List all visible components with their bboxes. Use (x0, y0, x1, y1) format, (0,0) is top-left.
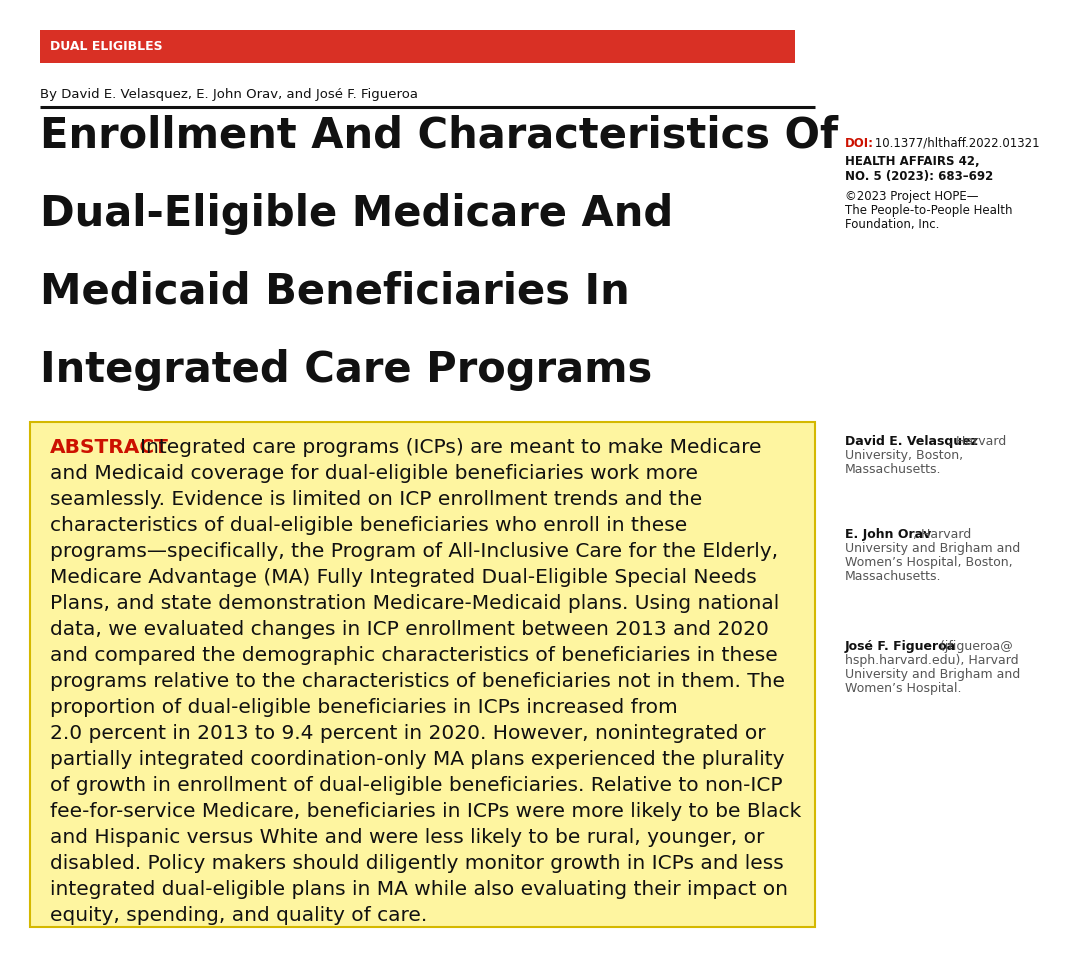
Text: E. John Orav: E. John Orav (845, 528, 932, 541)
Text: DUAL ELIGIBLES: DUAL ELIGIBLES (50, 40, 163, 53)
Text: DOI:: DOI: (845, 137, 874, 150)
Text: University, Boston,: University, Boston, (845, 449, 963, 462)
Text: of growth in enrollment of dual-eligible beneficiaries. Relative to non-ICP: of growth in enrollment of dual-eligible… (50, 776, 783, 795)
Text: , Harvard: , Harvard (948, 435, 1005, 448)
Text: NO. 5 (2023): 683–692: NO. 5 (2023): 683–692 (845, 170, 994, 183)
Text: and compared the demographic characteristics of beneficiaries in these: and compared the demographic characteris… (50, 646, 778, 665)
Text: and Hispanic versus White and were less likely to be rural, younger, or: and Hispanic versus White and were less … (50, 828, 764, 847)
Text: , Harvard: , Harvard (913, 528, 972, 541)
Text: Plans, and state demonstration Medicare-Medicaid plans. Using national: Plans, and state demonstration Medicare-… (50, 594, 779, 613)
Text: programs relative to the characteristics of beneficiaries not in them. The: programs relative to the characteristics… (50, 672, 785, 691)
Text: (jfigueroa@: (jfigueroa@ (936, 640, 1013, 653)
Text: integrated dual-eligible plans in MA while also evaluating their impact on: integrated dual-eligible plans in MA whi… (50, 880, 788, 899)
Text: Integrated Care Programs: Integrated Care Programs (40, 349, 652, 391)
Text: Medicaid Beneficiaries In: Medicaid Beneficiaries In (40, 271, 629, 313)
Text: Medicare Advantage (MA) Fully Integrated Dual-Eligible Special Needs: Medicare Advantage (MA) Fully Integrated… (50, 568, 757, 587)
Text: 2.0 percent in 2013 to 9.4 percent in 2020. However, nonintegrated or: 2.0 percent in 2013 to 9.4 percent in 20… (50, 724, 765, 743)
Text: University and Brigham and: University and Brigham and (845, 668, 1021, 681)
Text: programs—specifically, the Program of All-Inclusive Care for the Elderly,: programs—specifically, the Program of Al… (50, 542, 778, 561)
Text: University and Brigham and: University and Brigham and (845, 542, 1021, 555)
Text: HEALTH AFFAIRS 42,: HEALTH AFFAIRS 42, (845, 155, 979, 168)
Text: Enrollment And Characteristics Of: Enrollment And Characteristics Of (40, 115, 838, 157)
Text: The People-to-People Health: The People-to-People Health (845, 204, 1012, 217)
Text: equity, spending, and quality of care.: equity, spending, and quality of care. (50, 906, 427, 925)
Text: By David E. Velasquez, E. John Orav, and José F. Figueroa: By David E. Velasquez, E. John Orav, and… (40, 88, 418, 101)
Text: proportion of dual-eligible beneficiaries in ICPs increased from: proportion of dual-eligible beneficiarie… (50, 698, 678, 717)
Bar (40, 30, 795, 63)
Text: Foundation, Inc.: Foundation, Inc. (845, 218, 939, 231)
Text: hsph.harvard.edu), Harvard: hsph.harvard.edu), Harvard (845, 654, 1019, 667)
Text: David E. Velasquez: David E. Velasquez (845, 435, 978, 448)
Text: ABSTRACT: ABSTRACT (50, 438, 168, 457)
Text: Massachusetts.: Massachusetts. (845, 570, 941, 583)
Text: data, we evaluated changes in ICP enrollment between 2013 and 2020: data, we evaluated changes in ICP enroll… (50, 620, 769, 639)
Text: Women’s Hospital.: Women’s Hospital. (845, 682, 962, 695)
Text: ©2023 Project HOPE—: ©2023 Project HOPE— (845, 190, 978, 203)
Text: Dual-Eligible Medicare And: Dual-Eligible Medicare And (40, 193, 673, 235)
Text: 10.1377/hlthaff.2022.01321: 10.1377/hlthaff.2022.01321 (871, 137, 1039, 150)
Text: José F. Figueroa: José F. Figueroa (845, 640, 957, 653)
Text: Integrated care programs (ICPs) are meant to make Medicare: Integrated care programs (ICPs) are mean… (140, 438, 762, 457)
Text: characteristics of dual-eligible beneficiaries who enroll in these: characteristics of dual-eligible benefic… (50, 516, 687, 535)
Text: fee-for-service Medicare, beneficiaries in ICPs were more likely to be Black: fee-for-service Medicare, beneficiaries … (50, 802, 801, 821)
Bar (30, 422, 815, 927)
Text: Massachusetts.: Massachusetts. (845, 463, 941, 476)
Text: Women’s Hospital, Boston,: Women’s Hospital, Boston, (845, 556, 1013, 569)
Text: and Medicaid coverage for dual-eligible beneficiaries work more: and Medicaid coverage for dual-eligible … (50, 464, 698, 483)
Text: seamlessly. Evidence is limited on ICP enrollment trends and the: seamlessly. Evidence is limited on ICP e… (50, 490, 702, 509)
Text: partially integrated coordination-only MA plans experienced the plurality: partially integrated coordination-only M… (50, 750, 785, 769)
Text: disabled. Policy makers should diligently monitor growth in ICPs and less: disabled. Policy makers should diligentl… (50, 854, 784, 873)
